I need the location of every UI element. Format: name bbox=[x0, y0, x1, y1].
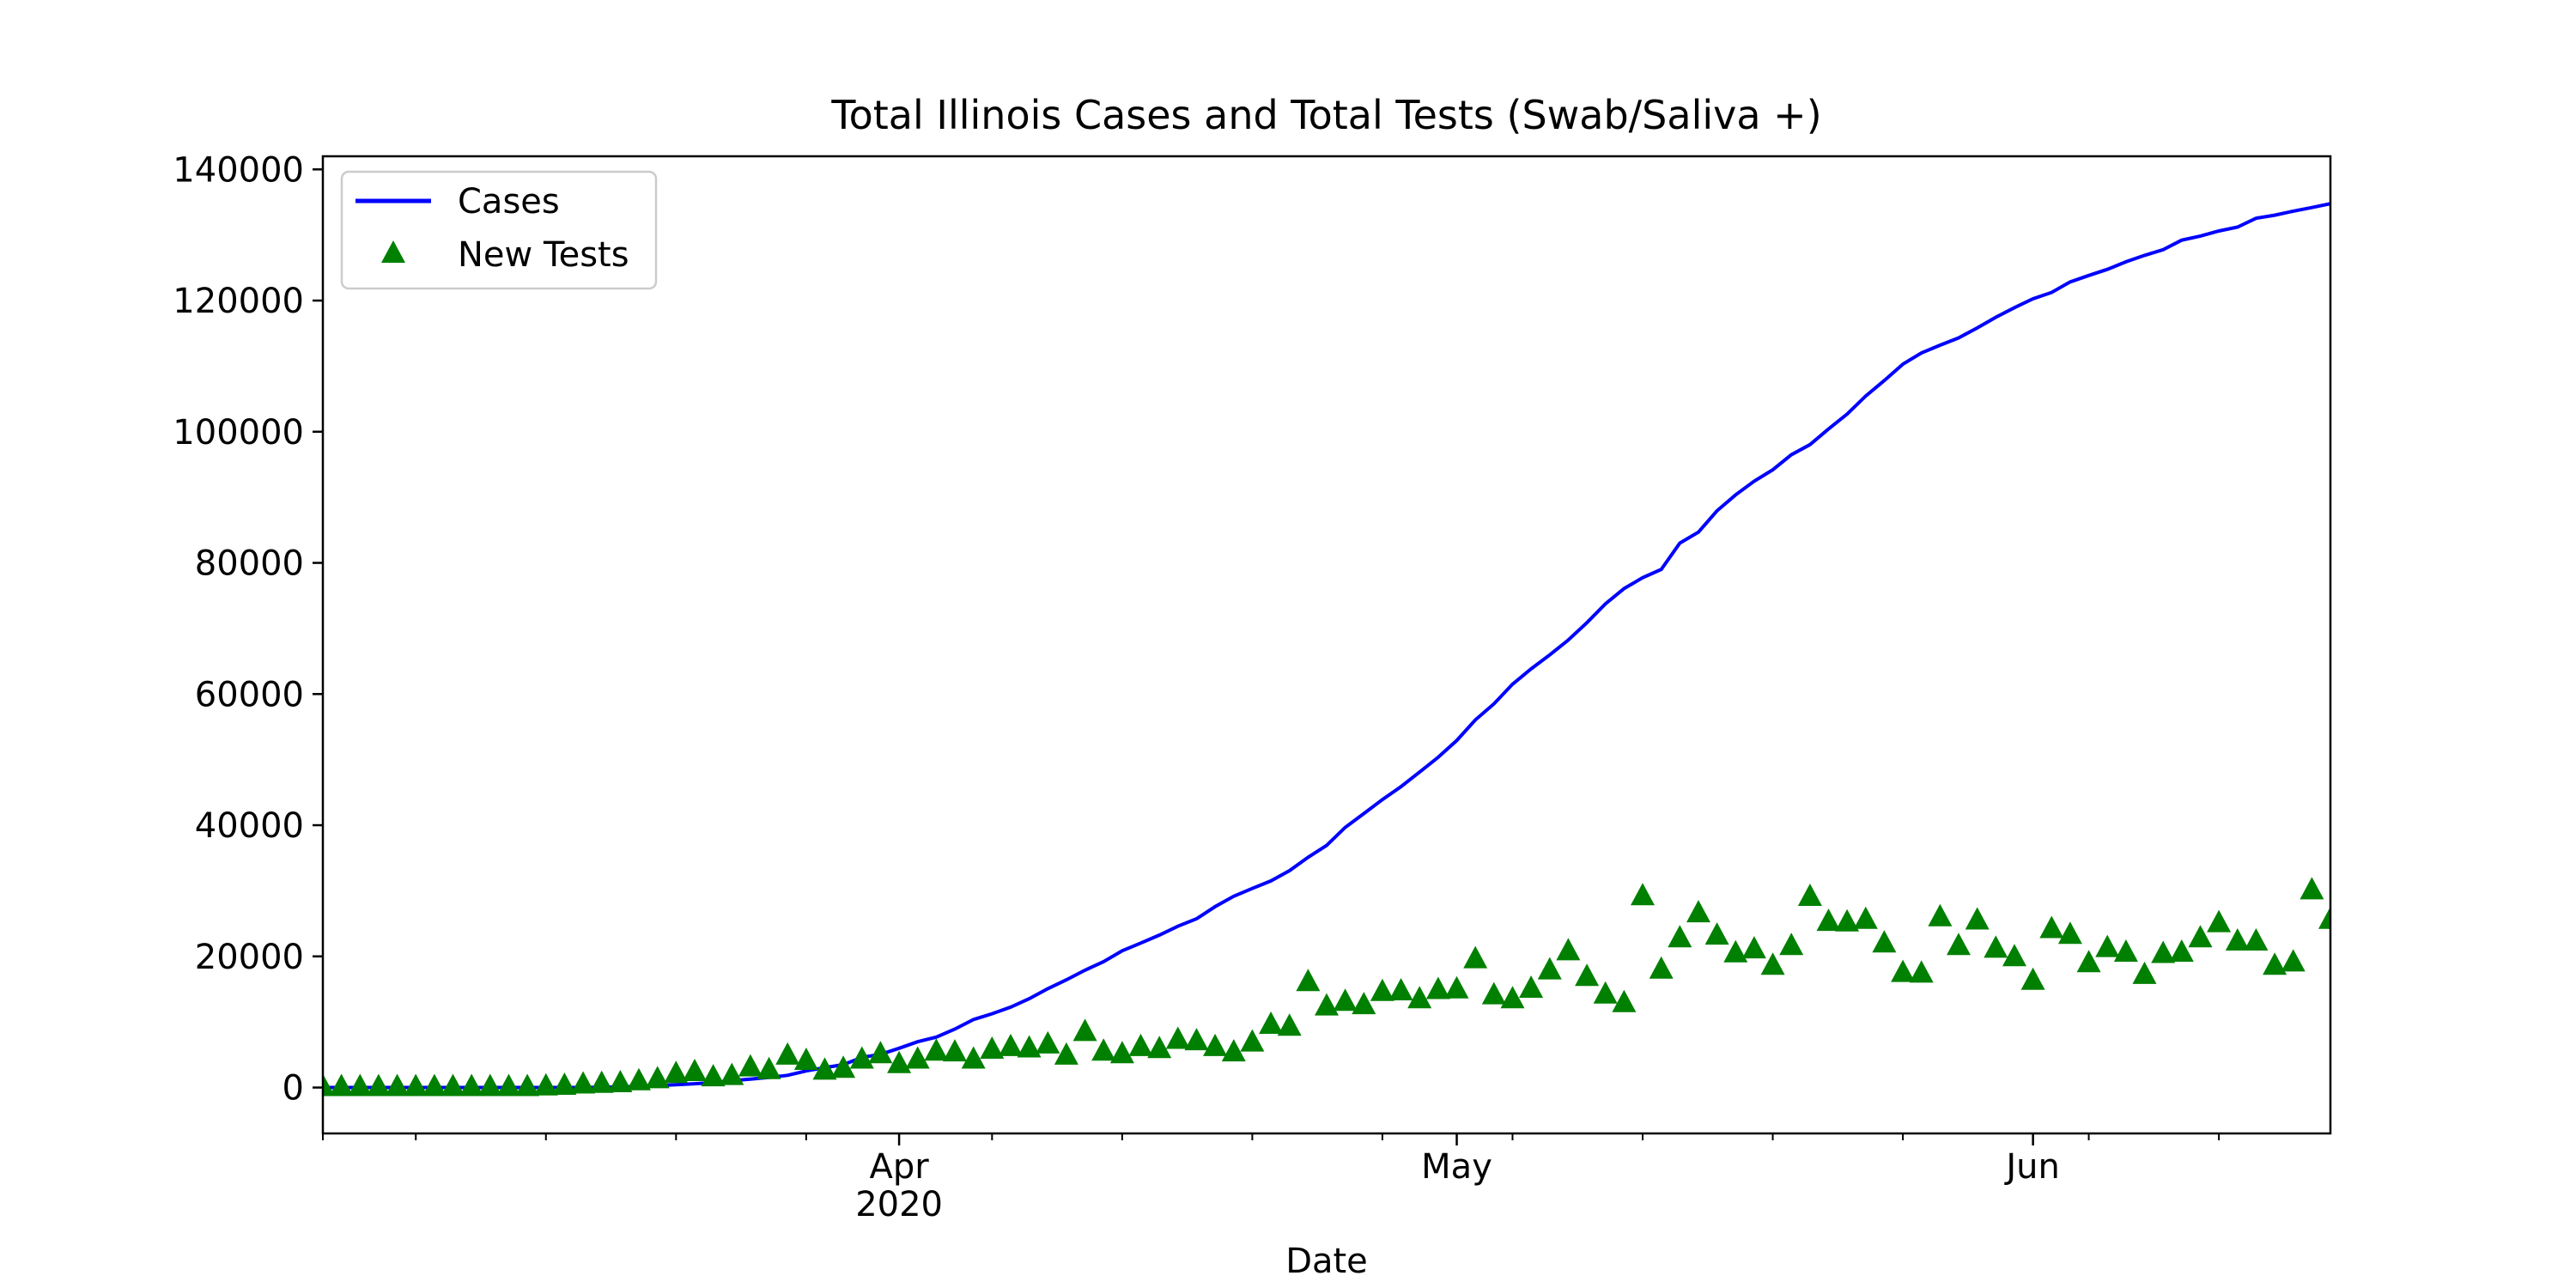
x-tick-label: Jun bbox=[2003, 1147, 2060, 1187]
legend: Cases New Tests bbox=[342, 172, 656, 289]
y-tick-label: 0 bbox=[283, 1069, 304, 1109]
y-tick-label: 120000 bbox=[173, 282, 304, 321]
y-tick-label: 60000 bbox=[195, 675, 304, 714]
x-axis-title: Date bbox=[1285, 1242, 1368, 1281]
x-tick-label: Apr bbox=[869, 1147, 929, 1187]
x-tick-label: May bbox=[1421, 1147, 1492, 1187]
y-tick-label: 80000 bbox=[195, 544, 304, 584]
y-tick-label: 140000 bbox=[173, 150, 304, 190]
legend-label-cases: Cases bbox=[458, 182, 560, 222]
y-tick-label: 40000 bbox=[195, 806, 304, 846]
chart-title: Total Illinois Cases and Total Tests (Sw… bbox=[830, 92, 1821, 138]
y-tick-label: 20000 bbox=[195, 938, 304, 977]
legend-label-new-tests: New Tests bbox=[458, 235, 629, 275]
x-tick-sublabel: 2020 bbox=[855, 1185, 943, 1224]
y-tick-label: 100000 bbox=[173, 413, 304, 453]
